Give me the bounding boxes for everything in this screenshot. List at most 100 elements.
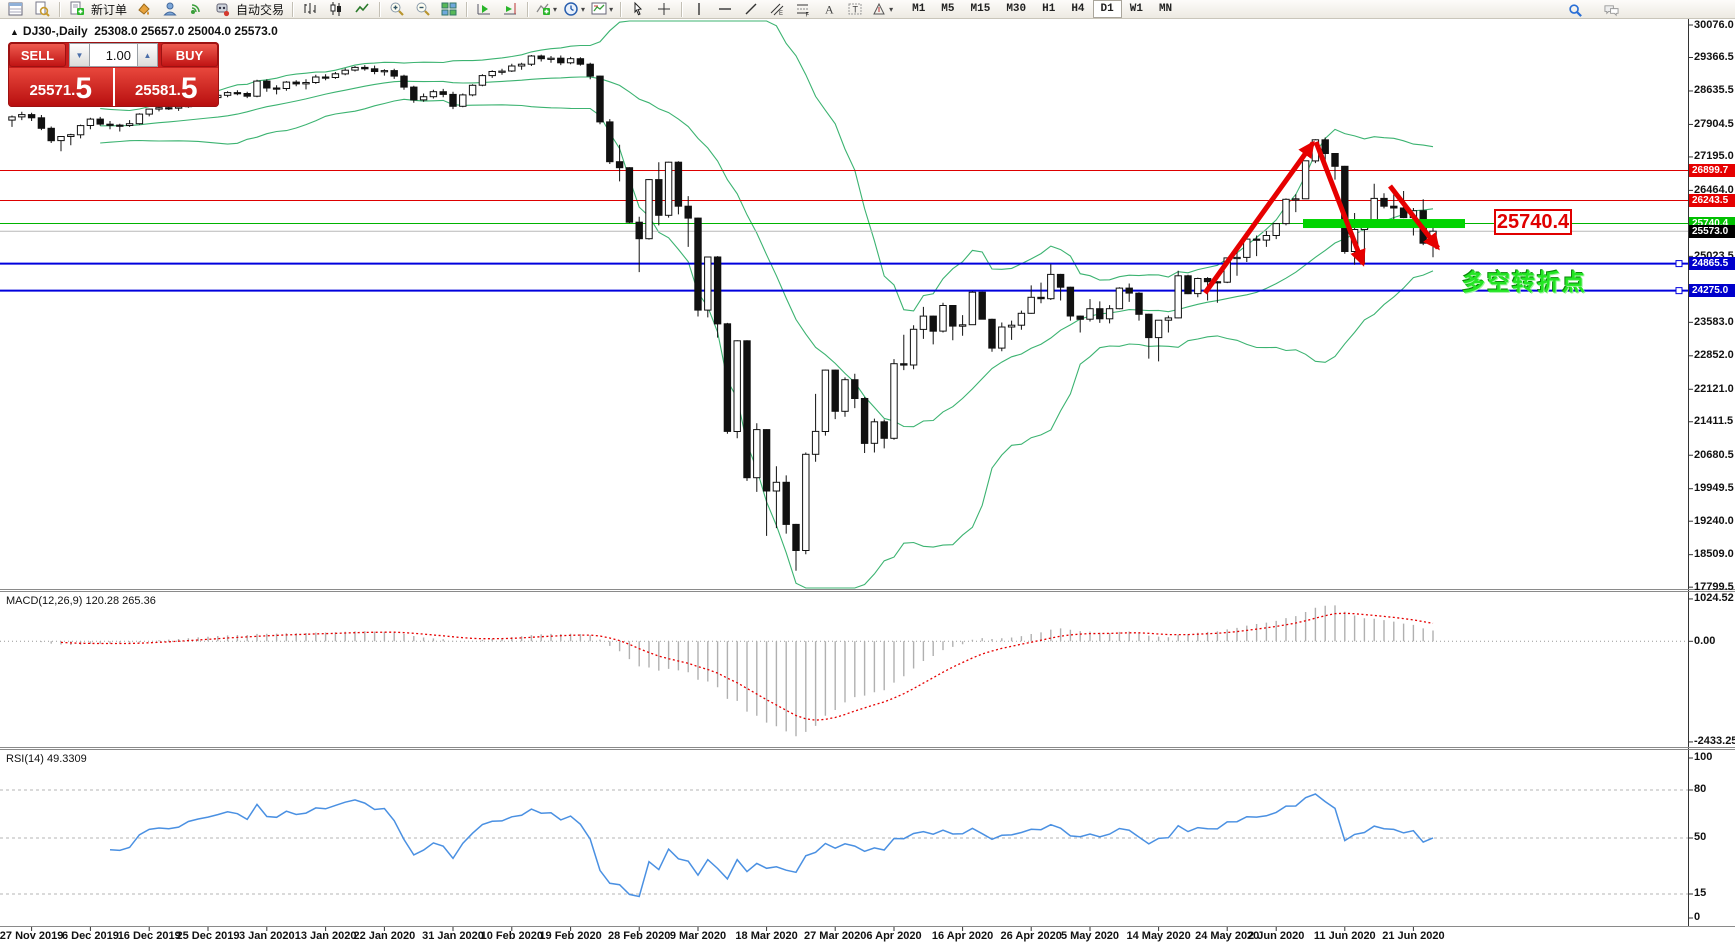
date-label[interactable]: 10 Feb 2020 <box>480 930 543 942</box>
volume-input[interactable] <box>90 43 137 67</box>
date-label[interactable]: 6 Apr 2020 <box>866 930 922 942</box>
periods-icon[interactable]: ▾ <box>560 0 588 19</box>
bar-chart-icon[interactable] <box>297 0 323 19</box>
date-label[interactable]: 21 Jun 2020 <box>1382 930 1445 942</box>
trend-arrow[interactable] <box>1202 140 1316 295</box>
timeframe-bar: M1 M5 M15 M30 H1 H4 D1 W1 MN <box>904 0 1180 18</box>
support-bar[interactable] <box>1303 219 1465 229</box>
market-watch-icon[interactable] <box>3 0 29 19</box>
label-icon[interactable]: T <box>842 0 868 19</box>
new-order-icon[interactable] <box>64 0 90 19</box>
trend-arrow[interactable] <box>1313 141 1366 267</box>
pivot-annotation[interactable]: 多空转折点 <box>1462 269 1587 295</box>
buy-price-pip: 5 <box>180 72 198 105</box>
search-icon[interactable] <box>1562 1 1588 20</box>
signals-icon[interactable] <box>183 0 209 19</box>
styles-icon[interactable] <box>131 0 157 19</box>
zoom-in-icon[interactable] <box>384 0 410 19</box>
date-label[interactable]: 14 May 2020 <box>1126 930 1191 942</box>
chart-title: ▲ DJ30-,Daily 25308.0 25657.0 25004.0 255… <box>10 24 278 38</box>
date-label[interactable]: 6 Dec 2019 <box>61 930 119 942</box>
data-window-icon[interactable] <box>29 0 55 19</box>
price-callout-box[interactable]: 25740.4 <box>1494 209 1572 235</box>
trendline-icon[interactable] <box>738 0 764 19</box>
hline-icon[interactable] <box>712 0 738 19</box>
shapes-icon[interactable]: ▾ <box>868 0 896 19</box>
timeframe-button-m1[interactable]: M1 <box>912 3 926 15</box>
timeframe-button-m30[interactable]: M30 <box>1006 3 1027 15</box>
date-label[interactable]: 2 Jun 2020 <box>1248 930 1305 942</box>
timeframe-button-mn[interactable]: MN <box>1158 3 1173 15</box>
vline-icon[interactable] <box>686 0 712 19</box>
date-label[interactable]: 31 Jan 2020 <box>422 930 484 942</box>
line-handle[interactable] <box>1675 260 1683 268</box>
date-label[interactable]: 26 Apr 2020 <box>1000 930 1062 942</box>
price-axis-label: 28635.5 <box>1694 84 1734 97</box>
price-axis-label: 27195.0 <box>1694 150 1734 163</box>
chart-shift-icon[interactable] <box>497 0 523 19</box>
rsi-axis-label: 50 <box>1694 831 1707 843</box>
indicators-icon[interactable]: ▾ <box>532 0 560 19</box>
date-label[interactable]: 28 Feb 2020 <box>608 930 671 942</box>
date-label[interactable]: 18 Mar 2020 <box>735 930 798 942</box>
date-label[interactable]: 3 Jan 2020 <box>238 930 295 942</box>
channel-icon[interactable]: E <box>764 0 790 19</box>
cursor-icon[interactable] <box>625 0 651 19</box>
tile-windows-icon[interactable] <box>436 0 462 19</box>
date-label[interactable]: 16 Dec 2019 <box>117 930 181 942</box>
templates-icon[interactable]: ▾ <box>588 0 616 19</box>
price-axis-label: 27904.5 <box>1694 117 1734 130</box>
volume-increase-button[interactable]: ▲ <box>137 43 158 67</box>
bear-candles <box>27 55 1427 552</box>
timeframe-button-m5[interactable]: M5 <box>941 3 955 15</box>
trend-arrow[interactable] <box>1388 184 1440 251</box>
crosshair-icon[interactable] <box>651 0 677 19</box>
chat-icon[interactable] <box>1598 1 1624 20</box>
autotrading-icon[interactable] <box>209 0 235 19</box>
date-label[interactable]: 19 Feb 2020 <box>539 930 602 942</box>
sell-price[interactable]: 25571. 5 <box>9 68 113 106</box>
price-axis-label: 23583.0 <box>1694 315 1734 328</box>
date-label[interactable]: 11 Jun 2020 <box>1313 930 1376 942</box>
timeframe-button-w1[interactable]: W1 <box>1129 3 1143 15</box>
date-label[interactable]: 16 Apr 2020 <box>931 930 994 942</box>
price-axis-label: 22121.0 <box>1694 382 1734 395</box>
svg-text:E: E <box>779 11 783 17</box>
date-label[interactable]: 9 Mar 2020 <box>669 930 727 942</box>
profiles-icon[interactable] <box>157 0 183 19</box>
candle-wicks <box>11 54 1434 571</box>
toolbar-separator <box>466 1 468 17</box>
date-label[interactable]: 27 Nov 2019 <box>0 930 64 942</box>
text-icon[interactable]: A <box>816 0 842 19</box>
fibonacci-icon[interactable]: F <box>790 0 816 19</box>
buy-price[interactable]: 25581. 5 <box>114 68 218 106</box>
one-click-trading-panel: SELL ▼ ▲ BUY 25571.5 25581.5 <box>8 42 219 107</box>
date-label[interactable]: 25 Dec 2019 <box>176 930 240 942</box>
volume-decrease-button[interactable]: ▼ <box>69 43 90 67</box>
timeframe-button-h1[interactable]: H1 <box>1042 3 1056 15</box>
auto-scroll-icon[interactable] <box>471 0 497 19</box>
rsi-axis-label: 0 <box>1694 911 1701 923</box>
timeframe-button-d1[interactable]: D1 <box>1092 0 1122 18</box>
new-order-label[interactable]: 新订单 <box>91 2 128 17</box>
timeframe-button-h4[interactable]: H4 <box>1071 3 1085 15</box>
date-label[interactable]: 27 Mar 2020 <box>803 930 867 942</box>
candlestick-chart-icon[interactable] <box>323 0 349 19</box>
date-label[interactable]: 5 May 2020 <box>1060 930 1120 942</box>
sell-button[interactable]: SELL <box>9 43 66 67</box>
macd-axis-label: 1024.52 <box>1694 592 1734 605</box>
timeframe-button-m15[interactable]: M15 <box>970 3 991 15</box>
buy-price-main: 25581. <box>134 82 181 99</box>
date-label[interactable]: 22 Jan 2020 <box>353 930 416 942</box>
price-axis-label: 29366.5 <box>1694 50 1734 63</box>
zoom-out-icon[interactable] <box>410 0 436 19</box>
date-label[interactable]: 24 May 2020 <box>1195 930 1260 942</box>
sell-price-pip: 5 <box>75 72 93 105</box>
buy-button[interactable]: BUY <box>161 43 218 67</box>
line-chart-icon[interactable] <box>349 0 375 19</box>
autotrading-label[interactable]: 自动交易 <box>236 2 285 17</box>
date-label[interactable]: 13 Jan 2020 <box>294 930 357 942</box>
rsi-axis-label: 100 <box>1694 751 1713 763</box>
line-handle[interactable] <box>1675 287 1683 295</box>
